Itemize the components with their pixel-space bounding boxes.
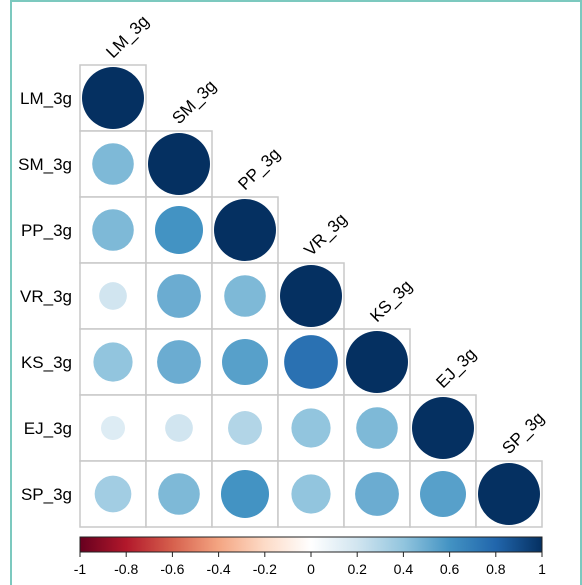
correlation-circle-PP_3g-SM_3g [154, 205, 204, 255]
colorbar: -1 -0.8 -0.6 -0.4 -0.2 0 0.2 0.4 0.6 0.8 1 [74, 536, 546, 577]
row-label: EJ_3g [24, 419, 72, 438]
correlation-circle-VR_3g-LM_3g [99, 282, 127, 310]
row-label: SP_3g [21, 485, 72, 504]
column-label: VR_3g [300, 210, 350, 260]
correlation-circle-PP_3g-PP_3g [214, 199, 276, 261]
row-label: VR_3g [20, 287, 72, 306]
correlation-circle-SP_3g-PP_3g [220, 469, 270, 519]
correlation-circle-EJ_3g-KS_3g [356, 407, 398, 449]
correlation-circle-LM_3g-LM_3g [82, 67, 144, 129]
column-label: LM_3g [102, 12, 152, 62]
colorbar-tick-label: -0.4 [207, 561, 231, 577]
row-label: SM_3g [18, 155, 72, 174]
correlation-circle-EJ_3g-EJ_3g [412, 397, 474, 459]
correlation-circle-SP_3g-KS_3g [355, 472, 399, 516]
column-label: EJ_3g [432, 344, 480, 392]
correlation-circle-PP_3g-LM_3g [92, 209, 134, 251]
colorbar-tick-label: 0.4 [394, 561, 414, 577]
correlation-circle-SM_3g-SM_3g [148, 133, 210, 195]
frame-border-top [10, 0, 582, 2]
correlation-circle-VR_3g-PP_3g [224, 275, 266, 317]
colorbar-tick-label: -0.2 [253, 561, 277, 577]
correlation-circle-SP_3g-SP_3g [478, 463, 540, 525]
column-label: PP_3g [234, 144, 284, 194]
correlation-circle-VR_3g-VR_3g [280, 265, 342, 327]
row-label: KS_3g [21, 353, 72, 372]
correlation-circle-KS_3g-KS_3g [346, 331, 408, 393]
correlation-circle-KS_3g-PP_3g [222, 339, 268, 385]
correlation-circle-VR_3g-SM_3g [157, 274, 201, 318]
colorbar-tick-label: 0.2 [347, 561, 367, 577]
row-labels: LM_3g SM_3g PP_3g VR_3g KS_3g EJ_3g SP_3g [18, 89, 72, 504]
frame-border-left [10, 0, 12, 585]
colorbar-gradient [79, 536, 543, 553]
colorbar-tick-label: 1 [538, 561, 546, 577]
correlation-circle-EJ_3g-PP_3g [228, 411, 262, 445]
correlation-cells [79, 64, 543, 528]
colorbar-tick-label: 0.8 [486, 561, 506, 577]
correlation-circle-EJ_3g-VR_3g [291, 408, 331, 448]
row-label: PP_3g [21, 221, 72, 240]
colorbar-tick-label: -1 [74, 561, 87, 577]
column-label: SP_3g [498, 408, 548, 458]
frame-border-right [580, 0, 582, 585]
correlation-circle-KS_3g-LM_3g [93, 342, 133, 382]
correlation-circle-SP_3g-SM_3g [158, 473, 200, 515]
colorbar-tick-label: -0.8 [114, 561, 138, 577]
row-label: LM_3g [20, 89, 72, 108]
correlation-circle-SP_3g-LM_3g [94, 475, 132, 513]
colorbar-tick-label: 0.6 [440, 561, 460, 577]
correlation-circle-SP_3g-EJ_3g [420, 471, 466, 517]
correlation-circle-SM_3g-LM_3g [92, 143, 134, 185]
column-label: KS_3g [366, 276, 416, 326]
correlation-circle-KS_3g-VR_3g [284, 335, 338, 389]
correlation-circle-EJ_3g-SM_3g [165, 414, 193, 442]
column-label: SM_3g [168, 76, 220, 128]
colorbar-tick-label: -0.6 [160, 561, 184, 577]
correlation-circle-SP_3g-VR_3g [291, 474, 331, 514]
colorbar-tick-label: 0 [307, 561, 315, 577]
correlation-circle-KS_3g-SM_3g [157, 340, 201, 384]
correlation-circle-EJ_3g-LM_3g [100, 415, 126, 441]
